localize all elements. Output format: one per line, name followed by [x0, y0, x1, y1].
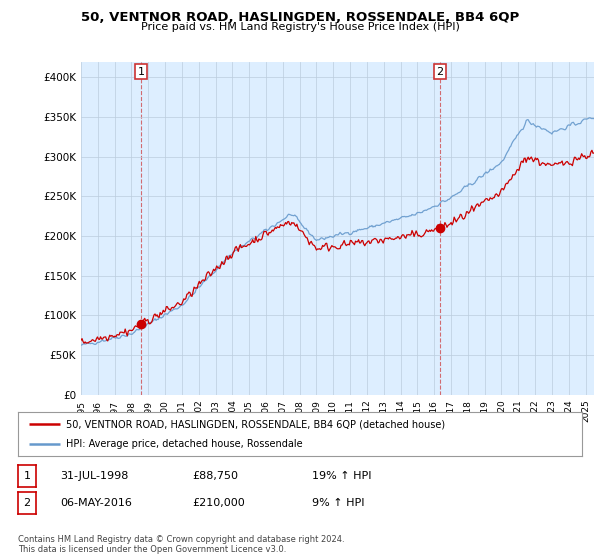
Text: 19% ↑ HPI: 19% ↑ HPI	[312, 471, 371, 481]
Text: 9% ↑ HPI: 9% ↑ HPI	[312, 498, 365, 508]
Text: HPI: Average price, detached house, Rossendale: HPI: Average price, detached house, Ross…	[66, 439, 302, 449]
Text: £210,000: £210,000	[192, 498, 245, 508]
Text: 50, VENTNOR ROAD, HASLINGDEN, ROSSENDALE, BB4 6QP (detached house): 50, VENTNOR ROAD, HASLINGDEN, ROSSENDALE…	[66, 419, 445, 429]
Text: £88,750: £88,750	[192, 471, 238, 481]
Text: 50, VENTNOR ROAD, HASLINGDEN, ROSSENDALE, BB4 6QP: 50, VENTNOR ROAD, HASLINGDEN, ROSSENDALE…	[81, 11, 519, 24]
Text: Price paid vs. HM Land Registry's House Price Index (HPI): Price paid vs. HM Land Registry's House …	[140, 22, 460, 32]
Text: 06-MAY-2016: 06-MAY-2016	[60, 498, 132, 508]
Text: 2: 2	[437, 67, 443, 77]
Text: 1: 1	[138, 67, 145, 77]
Text: 1: 1	[23, 471, 31, 481]
Text: 31-JUL-1998: 31-JUL-1998	[60, 471, 128, 481]
Text: Contains HM Land Registry data © Crown copyright and database right 2024.
This d: Contains HM Land Registry data © Crown c…	[18, 535, 344, 554]
Text: 2: 2	[23, 498, 31, 508]
